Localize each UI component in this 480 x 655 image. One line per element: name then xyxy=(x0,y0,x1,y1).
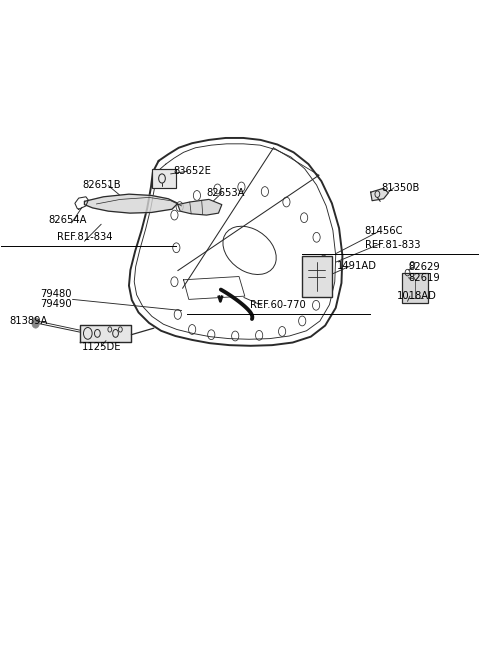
Text: 81389A: 81389A xyxy=(9,316,48,326)
Polygon shape xyxy=(80,325,132,342)
FancyBboxPatch shape xyxy=(302,255,332,297)
FancyBboxPatch shape xyxy=(402,273,428,303)
Circle shape xyxy=(32,318,39,328)
Text: 82619: 82619 xyxy=(408,274,440,284)
Text: 1125DE: 1125DE xyxy=(82,342,121,352)
Text: 82653A: 82653A xyxy=(206,188,245,198)
Polygon shape xyxy=(84,194,178,213)
Text: 1018AD: 1018AD xyxy=(397,291,437,301)
Text: 1491AD: 1491AD xyxy=(337,261,377,271)
Text: 79480: 79480 xyxy=(40,289,72,299)
Text: 81350B: 81350B xyxy=(381,183,420,193)
Text: REF.81-834: REF.81-834 xyxy=(57,233,112,242)
Text: 82651B: 82651B xyxy=(82,180,120,190)
Text: 81456C: 81456C xyxy=(364,226,403,236)
Text: 79490: 79490 xyxy=(40,299,72,309)
Text: 83652E: 83652E xyxy=(173,166,211,176)
Polygon shape xyxy=(371,188,388,200)
Text: 82654A: 82654A xyxy=(48,215,87,225)
Text: REF.60-770: REF.60-770 xyxy=(251,300,306,310)
Text: 82629: 82629 xyxy=(408,263,440,272)
Text: REF.81-833: REF.81-833 xyxy=(365,240,421,250)
Polygon shape xyxy=(178,199,222,215)
FancyBboxPatch shape xyxy=(153,169,176,187)
